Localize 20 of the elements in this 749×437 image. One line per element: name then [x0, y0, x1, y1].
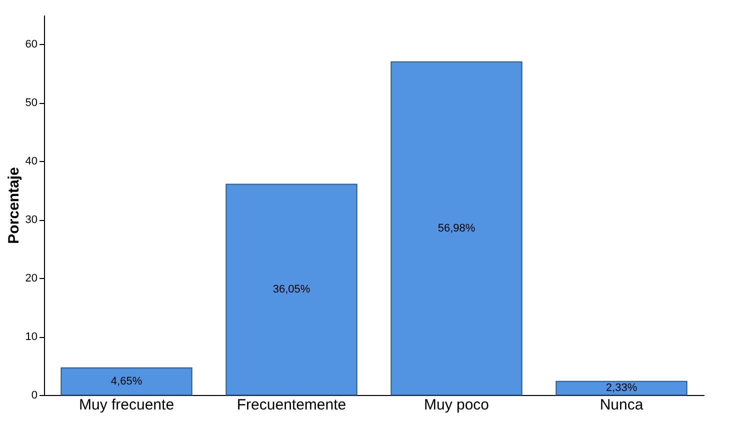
bar — [226, 184, 358, 396]
y-tick-label: 40 — [25, 156, 38, 168]
bar — [60, 367, 192, 396]
y-tick-label: 10 — [25, 331, 38, 344]
x-tick-label: Nunca — [600, 396, 644, 414]
y-tick-label: 30 — [25, 214, 38, 226]
y-tick-label: 20 — [25, 272, 38, 285]
y-tick-label: 60 — [25, 38, 38, 51]
bar — [390, 61, 522, 396]
x-tick-label: Frecuentemente — [236, 396, 346, 414]
data-label: 2,33% — [606, 382, 638, 394]
data-label: 56,98% — [438, 222, 476, 234]
y-tick-label: 0 — [31, 390, 38, 402]
y-tick-label: 50 — [25, 97, 38, 110]
y-axis-title: Porcentaje — [5, 167, 22, 244]
data-label: 36,05% — [272, 284, 310, 296]
bar — [556, 380, 688, 396]
x-tick-label: Muy frecuente — [78, 396, 174, 414]
x-tick-label: Muy poco — [424, 396, 490, 414]
data-label: 4,65% — [110, 375, 142, 388]
